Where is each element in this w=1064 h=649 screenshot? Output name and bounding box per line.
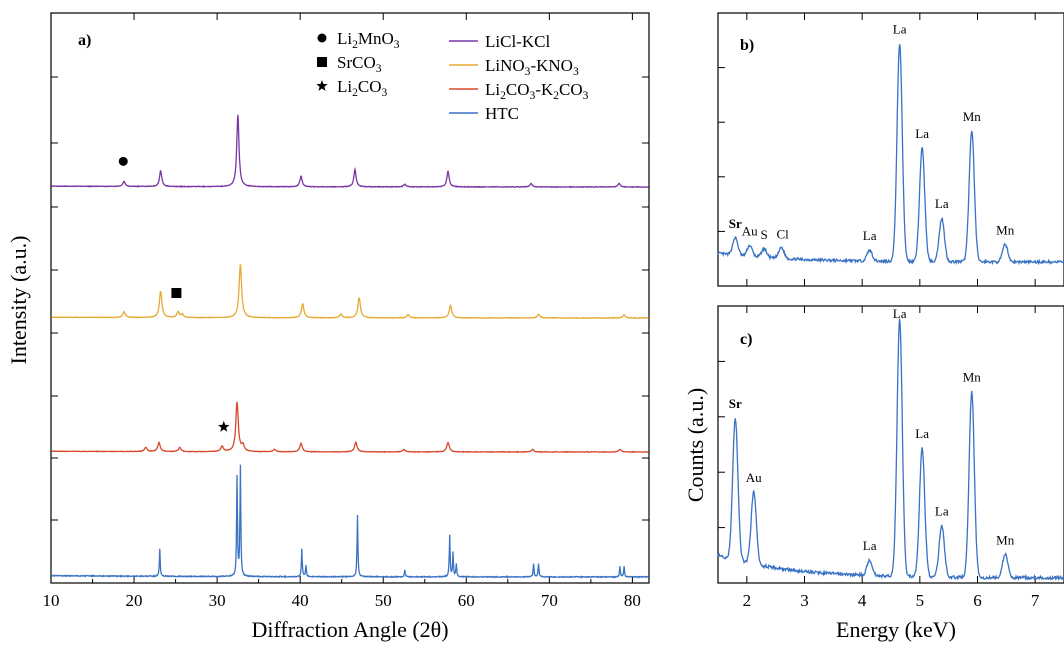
a-xtick-label: 40 [292, 591, 309, 610]
legend-symbol-circle [317, 33, 327, 43]
phase-marker-square [171, 287, 182, 298]
peak-label: Au [746, 470, 762, 485]
eds-xtick-label: 2 [743, 591, 752, 610]
panel-b-label: b) [740, 37, 754, 54]
peak-label: La [863, 538, 877, 553]
panel-a-ylabel: Intensity (a.u.) [6, 236, 31, 365]
panel-b-frame [717, 12, 1064, 287]
legend-label-phase: Li2​CO3​ [337, 77, 388, 99]
peak-label: La [893, 306, 907, 321]
eds-xtick-label: 6 [973, 591, 982, 610]
peak-label: Cl [776, 227, 789, 242]
panel-c-label: c) [740, 331, 752, 348]
series-line-3 [50, 464, 650, 579]
peak-label: La [935, 503, 949, 518]
a-xtick-label: 80 [624, 591, 641, 610]
panel-a-traces [50, 114, 650, 579]
series-line-0 [50, 114, 649, 189]
eds-spectrum-line [717, 318, 1064, 581]
panel-c-frame [717, 305, 1064, 584]
panel-c-xlabel: Energy (keV) [836, 617, 956, 642]
peak-label: La [863, 228, 877, 243]
legend-label-phase: SrCO3​ [337, 53, 382, 75]
eds-xtick-label: 4 [858, 591, 867, 610]
legend-label-series: HTC [485, 104, 519, 123]
eds-xtick-label: 5 [916, 591, 925, 610]
panel-a-frame [50, 12, 650, 584]
peak-label: Mn [996, 222, 1015, 237]
legend-label-series: LiNO3​-KNO3​ [485, 56, 579, 78]
legend-symbol-star [316, 80, 328, 91]
panel-a-label: a) [78, 32, 91, 49]
panel-a-legend: Li2​MnO3​SrCO3​Li2​CO3​ LiCl-KCl LiNO3​-KN… [316, 29, 589, 123]
peak-label: La [935, 196, 949, 211]
peak-label: Mn [996, 532, 1015, 547]
a-xtick-label: 10 [43, 591, 60, 610]
peak-label: S [761, 227, 768, 242]
eds-xtick-label: 3 [800, 591, 809, 610]
a-xtick-label: 50 [375, 591, 392, 610]
a-xtick-label: 20 [126, 591, 143, 610]
eds-spectrum-line [717, 44, 1064, 266]
panel-a-ticks: 10 20 30 40 50 60 70 80 [43, 13, 649, 610]
phase-marker-star [218, 420, 230, 432]
legend-label-series: Li2​CO3​-K2​CO3​ [485, 80, 589, 102]
peak-label: La [893, 21, 907, 36]
eds-xtick-label: 7 [1031, 591, 1040, 610]
peak-label: Mn [963, 109, 982, 124]
a-xtick-label: 30 [209, 591, 226, 610]
panel-a-xlabel: Diffraction Angle (2θ) [251, 617, 448, 642]
peak-label: La [915, 426, 929, 441]
peak-label: Au [742, 224, 758, 239]
peak-label: Sr [729, 396, 742, 411]
a-xtick-label: 60 [458, 591, 475, 610]
series-line-1 [50, 264, 650, 320]
panel-c-ylabel: Counts (a.u.) [683, 388, 708, 502]
legend-label-phase: Li2​MnO3​ [337, 29, 400, 51]
peak-label: Mn [963, 370, 982, 385]
panel-c-plot: 2 3 4 5 6 7 Sr Au La La La La Mn Mn [717, 306, 1064, 610]
phase-marker-circle [118, 156, 128, 166]
a-xtick-label: 70 [541, 591, 558, 610]
peak-label: Sr [729, 216, 742, 231]
legend-symbol-square [317, 57, 327, 67]
series-line-2 [50, 401, 649, 454]
legend-label-series: LiCl-KCl [485, 32, 550, 51]
peak-label: La [915, 126, 929, 141]
